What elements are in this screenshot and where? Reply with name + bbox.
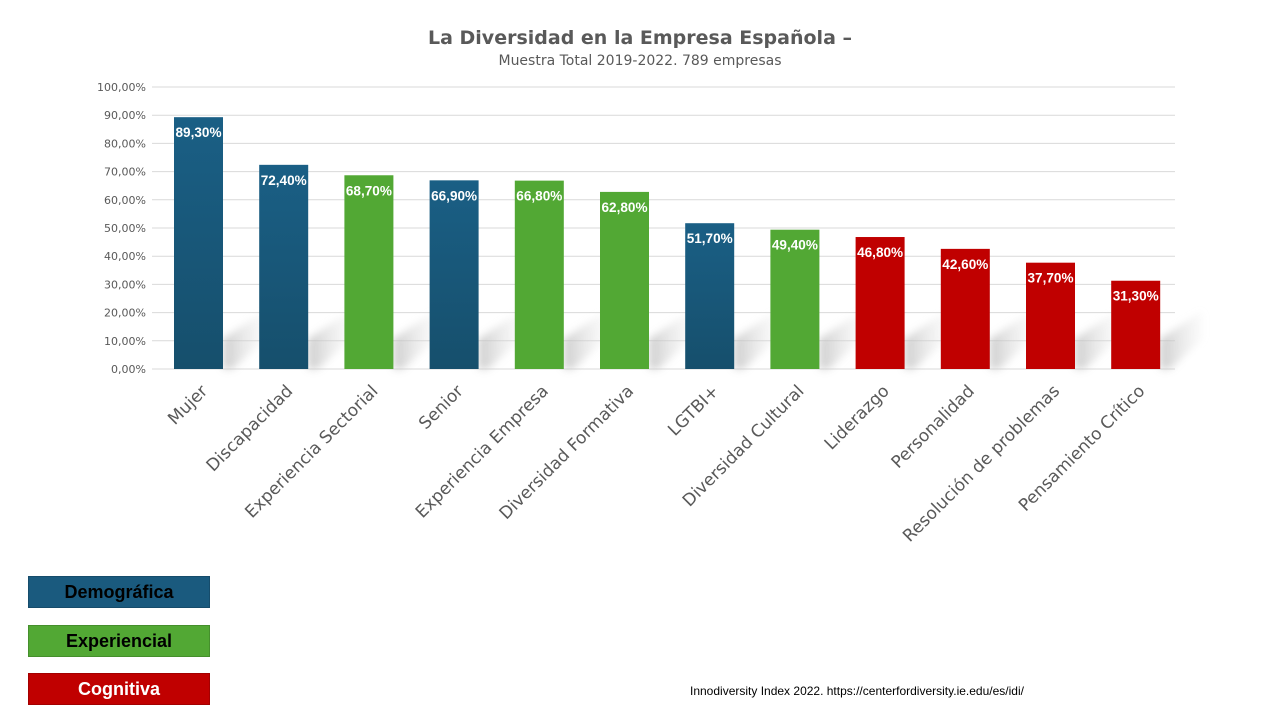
bar-experiencia-empresa — [514, 180, 564, 369]
x-tick-label: Senior — [415, 381, 467, 433]
bar-lgtbi- — [685, 223, 735, 369]
y-axis: 0,00% 10,00% 20,00% 30,00% 40,00% 50,00% 60,00… — [97, 81, 146, 376]
data-label: 51,70% — [687, 230, 734, 246]
x-tick-label: Resolución de problemas — [899, 381, 1064, 546]
bar-senior — [429, 180, 479, 369]
y-tick-label: 0,00% — [111, 363, 146, 376]
y-tick-label: 70,00% — [104, 166, 146, 179]
data-label: 46,80% — [857, 244, 904, 260]
legend-experiencial: Experiencial — [28, 625, 210, 657]
bar-discapacidad — [259, 164, 309, 369]
bar-mujer — [174, 117, 223, 369]
data-label: 42,60% — [942, 256, 989, 272]
x-tick-label: Liderazgo — [821, 381, 894, 454]
bar-shadow — [989, 311, 1032, 369]
legend-label-experiencial: Experiencial — [65, 630, 173, 651]
bar-shadow — [819, 311, 862, 369]
bar-pensamiento-cr-tico — [1111, 280, 1161, 369]
bar-shadow — [734, 311, 777, 369]
bar-shadow — [904, 311, 947, 369]
bars — [174, 117, 1161, 369]
chart-subtitle: Muestra Total 2019-2022. 789 empresas — [498, 53, 782, 69]
bar-liderazgo — [855, 237, 905, 369]
data-label: 89,30% — [176, 124, 223, 140]
data-label: 31,30% — [1113, 288, 1160, 304]
bar-shadow — [649, 311, 691, 369]
y-tick-label: 30,00% — [104, 278, 146, 291]
data-label: 66,90% — [431, 187, 478, 203]
y-tick-label: 40,00% — [104, 250, 146, 263]
legend-cognitiva: Cognitiva — [28, 673, 210, 705]
bar-diversidad-formativa — [600, 191, 649, 369]
bar-shadow — [308, 311, 351, 369]
x-tick-label: Personalidad — [888, 381, 979, 472]
data-label: 49,40% — [772, 237, 819, 253]
y-tick-label: 90,00% — [104, 109, 146, 122]
data-label: 68,70% — [346, 182, 393, 198]
bar-experiencia-sectorial — [344, 175, 394, 369]
bar-shadow — [563, 311, 606, 369]
data-label: 37,70% — [1028, 270, 1075, 286]
bar-shadow — [1160, 311, 1203, 369]
y-tick-label: 20,00% — [104, 307, 146, 320]
y-tick-label: 10,00% — [104, 335, 146, 348]
y-tick-label: 50,00% — [104, 222, 146, 235]
x-tick-label: LGTBI+ — [664, 381, 723, 440]
y-tick-label: 80,00% — [104, 137, 146, 150]
bar-resoluci-n-de-problemas — [1026, 262, 1075, 369]
bar-shadow — [393, 311, 436, 369]
bar-personalidad — [940, 248, 990, 369]
source-note: Innodiversity Index 2022. https://center… — [690, 684, 1024, 698]
legend-label-cognitiva: Cognitiva — [77, 678, 160, 699]
x-tick-label: Discapacidad — [203, 381, 298, 476]
data-label: 72,40% — [261, 172, 308, 188]
data-label: 66,80% — [516, 188, 563, 204]
chart-title: La Diversidad en la Empresa Española – — [427, 27, 853, 49]
bar-diversidad-cultural — [770, 229, 820, 369]
data-labels: 89,30% 72,40% 68,70% 66,90% 66,80% 62,80% 51,7… — [176, 124, 1160, 304]
bar-shadow — [1075, 311, 1117, 369]
legend-demografica: Demográfica — [28, 576, 210, 608]
data-label: 62,80% — [602, 199, 649, 215]
bar-shadows — [223, 311, 1203, 369]
bar-shadow — [478, 311, 521, 369]
y-tick-label: 60,00% — [104, 194, 146, 207]
legend-label-demografica: Demográfica — [64, 581, 174, 602]
y-tick-label: 100,00% — [97, 81, 146, 94]
bar-shadow — [223, 311, 265, 369]
x-tick-label: Mujer — [164, 381, 212, 429]
